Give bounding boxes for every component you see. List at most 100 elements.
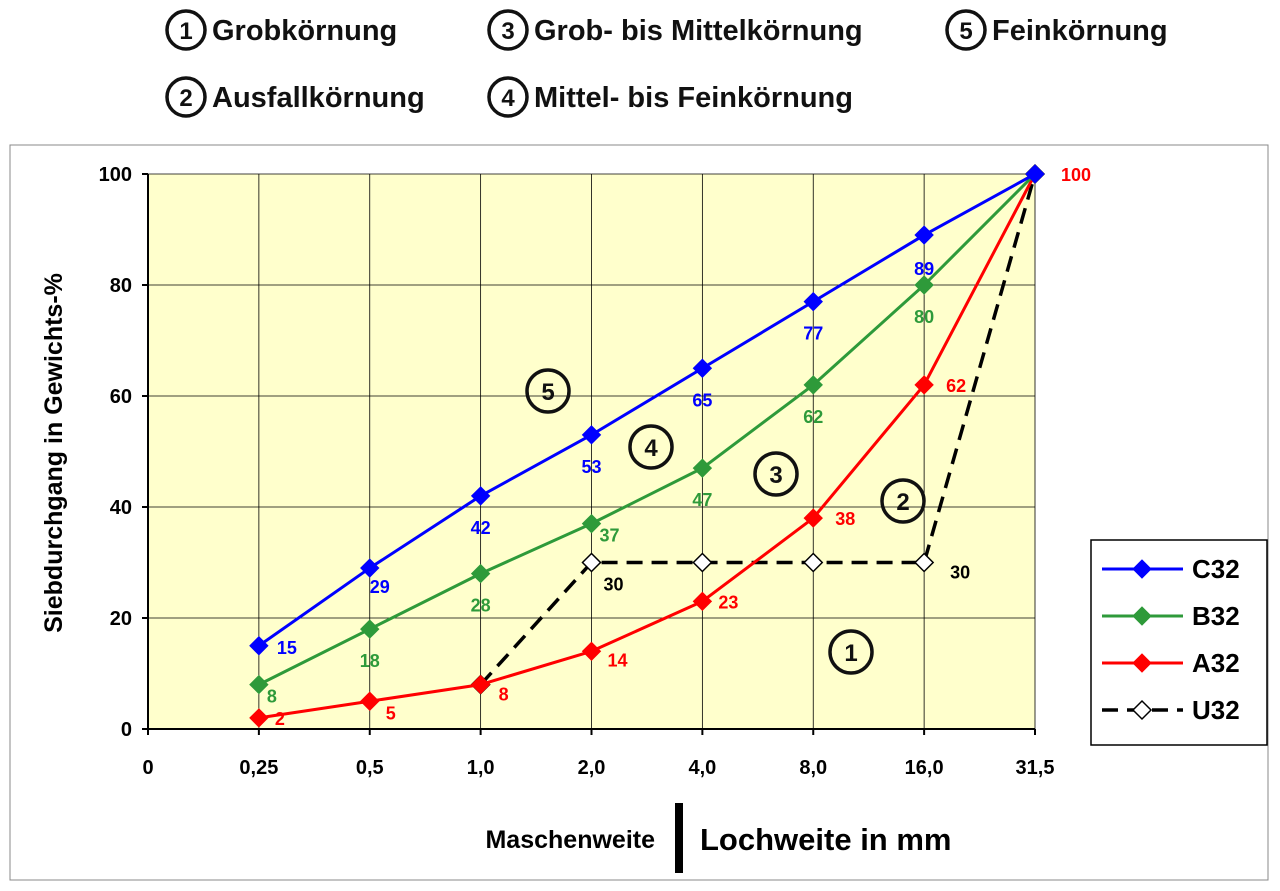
zone-legend-item-5: 5 Feinkörnung (945, 9, 1168, 51)
data-label-u32: 30 (950, 563, 970, 583)
data-point-u32 (803, 552, 824, 573)
data-label-c32: 29 (370, 577, 390, 597)
legend-swatch-marker (1132, 653, 1152, 673)
zone-number-circle (945, 9, 987, 51)
zone-marker-2: 2 (880, 478, 926, 524)
zone-marker-number: 1 (844, 640, 857, 667)
zone-label: Grob- bis Mittelkörnung (534, 15, 863, 47)
data-label-a32: 2 (275, 709, 285, 729)
zone-markers: 5 4 3 2 1 (525, 368, 926, 675)
series-line-c32 (258, 172, 1036, 647)
data-point-c32 (360, 558, 380, 578)
x-axis-title-right: Lochweite in mm (700, 822, 951, 857)
y-tick-label: 0 (121, 719, 132, 741)
zone-marker-3: 3 (753, 451, 799, 497)
data-point-b32 (914, 275, 934, 295)
y-tick-label: 100 (99, 164, 132, 186)
x-tick-label: 0,25 (239, 757, 278, 779)
zone-marker-circle (525, 368, 571, 414)
y-tick-label: 20 (110, 608, 132, 630)
data-point-a32 (360, 691, 380, 711)
data-label-b32: 62 (803, 407, 823, 427)
data-point-b32 (692, 458, 713, 478)
zone-number: 1 (179, 18, 192, 45)
zone-marker-number: 3 (769, 462, 782, 489)
zone-marker-1: 1 (828, 629, 874, 675)
legend-swatch-marker (1132, 559, 1152, 579)
series-line-b32 (258, 172, 1037, 686)
zone-number-circle (165, 76, 207, 118)
data-point-b32 (470, 563, 491, 584)
data-label-c32: 77 (803, 324, 823, 344)
legend-swatch-marker (1132, 606, 1152, 626)
zone-marker-number: 5 (541, 379, 554, 406)
data-label-a32: 8 (499, 685, 509, 705)
data-point-b32 (360, 619, 380, 639)
legend-item-a32: A32 (1102, 648, 1240, 678)
x-axis-title-divider (675, 803, 683, 873)
zone-number: 2 (179, 85, 192, 112)
legend-item-c32: C32 (1102, 554, 1240, 584)
data-point-a32 (914, 375, 934, 395)
legend-label: B32 (1192, 601, 1240, 631)
x-tick-label: 8,0 (799, 757, 827, 779)
zone-legend-item-2: 2 Ausfallkörnung (165, 76, 425, 118)
legend-item-u32: U32 (1102, 695, 1240, 725)
legend-swatch-marker (1131, 699, 1153, 721)
x-tick-label: 0 (142, 757, 153, 779)
data-point-c32 (470, 486, 491, 506)
data-point-u32 (692, 552, 713, 573)
legend-label: A32 (1192, 648, 1240, 678)
data-label-a32: 38 (835, 509, 855, 529)
zone-marker-circle (628, 424, 674, 470)
zone-number: 5 (959, 18, 972, 45)
x-tick-label: 16,0 (905, 757, 944, 779)
data-label-a32: 100 (1061, 165, 1091, 185)
data-point-c32 (692, 358, 713, 378)
zone-marker-circle (828, 629, 874, 675)
data-label-a32: 14 (608, 650, 628, 670)
data-label-u32: 30 (604, 575, 624, 595)
x-tick-label: 4,0 (688, 757, 716, 779)
y-tick-label: 60 (110, 386, 132, 408)
x-axis-title-left: Maschenweite (485, 826, 655, 854)
data-label-b32: 47 (692, 490, 712, 510)
data-label-b32: 18 (360, 651, 380, 671)
data-point-a32 (692, 591, 713, 612)
data-point-b32 (803, 375, 823, 395)
data-label-c32: 53 (581, 457, 601, 477)
zone-marker-number: 2 (896, 489, 909, 516)
zone-number-circle (165, 9, 207, 51)
data-point-b32 (581, 513, 602, 534)
data-label-a32: 23 (718, 592, 738, 612)
zone-number-circle (487, 76, 529, 118)
zone-legend: 1 Grobkörnung 2 Ausfallkörnung 3 Grob- bis Mi… (165, 9, 1168, 118)
data-label-c32: 15 (277, 638, 297, 658)
x-tick-label: 2,0 (578, 757, 606, 779)
data-label-b32: 80 (914, 307, 934, 327)
x-tick-label: 0,5 (356, 757, 384, 779)
data-label-b32: 8 (267, 687, 277, 707)
zone-label: Feinkörnung (992, 15, 1168, 47)
zone-marker-circle (753, 451, 799, 497)
legend-item-b32: B32 (1102, 601, 1240, 631)
data-point-c32 (581, 425, 602, 445)
zone-legend-item-1: 1 Grobkörnung (165, 9, 397, 51)
x-tick-label: 1,0 (467, 757, 495, 779)
data-point-u32 (581, 552, 602, 573)
data-point-c32 (1025, 164, 1045, 184)
data-label-b32: 37 (600, 526, 620, 546)
data-point-a32 (470, 674, 491, 695)
zone-marker-number: 4 (644, 435, 658, 462)
y-tick-label: 40 (110, 497, 132, 519)
zone-legend-item-3: 3 Grob- bis Mittelkörnung (487, 9, 863, 51)
legend-box (1090, 539, 1268, 746)
data-label-a32: 62 (946, 376, 966, 396)
legend-label: C32 (1192, 554, 1240, 584)
data-point-c32 (914, 225, 934, 245)
data-point-b32 (249, 674, 269, 695)
data-point-c32 (803, 291, 823, 312)
